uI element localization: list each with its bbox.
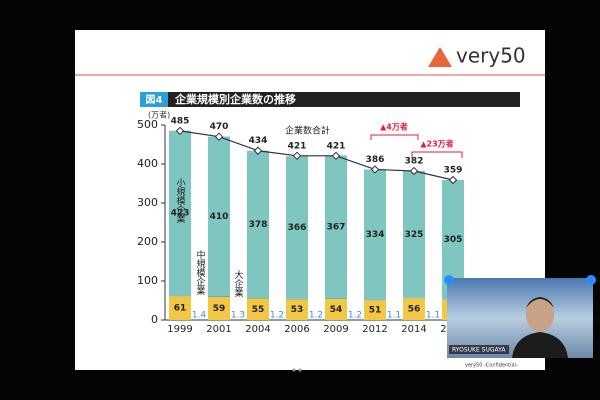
video-tile: RYOSUKE SUGAYA: [444, 275, 596, 358]
total-marker: [175, 126, 185, 136]
bar-segment: [286, 156, 308, 299]
participant-name: RYOSUKE SUGAYA: [452, 347, 506, 354]
x-tick-label: 1999: [167, 324, 192, 335]
minimize-button[interactable]: [586, 275, 596, 285]
footer: very50 -Confidential-: [465, 363, 518, 369]
bracket: [411, 151, 463, 158]
data-label: 334: [366, 230, 385, 240]
bar-segment: [247, 298, 269, 320]
pin-button[interactable]: [444, 275, 454, 285]
hair: [526, 297, 554, 308]
y-unit: (万者): [148, 111, 170, 120]
bar-segment: [403, 170, 425, 298]
face: [526, 298, 554, 332]
bar-segment: [403, 298, 425, 320]
bar-segment: [364, 300, 386, 320]
data-label: 367: [327, 222, 346, 232]
total-label: 382: [405, 157, 424, 167]
y-tick-label: 0: [151, 313, 158, 326]
data-label: 55: [252, 305, 265, 315]
total-label: 470: [210, 122, 229, 132]
data-label: 423: [171, 209, 190, 219]
total-marker: [448, 175, 458, 185]
total-label: 386: [366, 155, 385, 165]
bar-segment: [169, 295, 191, 297]
total-marker: [409, 166, 419, 176]
data-label: 1.1: [387, 311, 401, 321]
bar-segment: [442, 179, 464, 299]
bar-segment: [208, 296, 230, 320]
data-label: 53: [291, 305, 304, 315]
total-marker: [214, 132, 224, 141]
body: [512, 332, 568, 358]
plot: 0 100 200 300 400 500 1999 61 1.4 423 2001 59 1.3 410…: [137, 116, 479, 335]
data-label: 325: [405, 230, 424, 240]
total-marker: [331, 151, 341, 161]
data-label: 1.2: [309, 311, 323, 321]
page-dot[interactable]: [298, 368, 302, 372]
y-tick-label: 100: [137, 274, 158, 287]
x-tick-label: 2014: [401, 324, 426, 335]
data-label: 1.2: [270, 311, 284, 321]
series-name: 中規模企業: [195, 249, 206, 296]
logo-mark: [428, 47, 452, 67]
data-label: 366: [288, 223, 307, 233]
chart-title: 企業規模別企業数の推移: [174, 92, 296, 106]
data-label: 1.4: [192, 311, 207, 321]
y-tick-label: 400: [137, 157, 158, 170]
data-label: 51: [369, 306, 382, 316]
bar-segment: [208, 296, 230, 297]
bar-segment: [208, 136, 230, 297]
x-tick-label: 2006: [284, 324, 309, 335]
bar-segment: [169, 130, 191, 296]
data-label: 59: [213, 304, 226, 314]
bar-segment: [286, 299, 308, 320]
data-label: 410: [210, 212, 229, 222]
x-tick-label: 2009: [323, 324, 348, 335]
data-label: 61: [174, 304, 187, 314]
title-bar: [168, 92, 520, 107]
page-dot[interactable]: [292, 368, 296, 372]
bar-segment: [247, 150, 269, 299]
logo: very50: [456, 44, 526, 68]
figure-badge: [140, 92, 168, 107]
total-label: 421: [288, 141, 307, 151]
annotation: ▲23万者: [420, 139, 453, 149]
bar-segment: [364, 169, 386, 300]
y-tick-label: 300: [137, 196, 158, 209]
total-marker: [292, 151, 302, 161]
data-label: 1.3: [231, 311, 245, 321]
bar-segment: [325, 298, 347, 320]
total-label: 359: [444, 165, 463, 175]
series-name: 小規模企業: [175, 178, 186, 224]
total-label: 434: [249, 136, 268, 146]
data-label: 378: [249, 220, 268, 230]
total-label: 485: [171, 116, 190, 126]
x-tick-label: 2004: [245, 324, 270, 335]
bar-segment: [325, 155, 347, 299]
total-marker: [253, 146, 263, 155]
name-tag: [449, 345, 509, 354]
y-tick-label: 500: [137, 118, 158, 131]
y-tick-label: 200: [137, 235, 158, 248]
data-label: 305: [444, 235, 463, 245]
total-line: [179, 130, 454, 181]
x-tick-label: 2001: [206, 324, 231, 335]
annotation: ▲4万者: [380, 122, 408, 132]
total-label: 421: [327, 141, 346, 151]
data-label: 54: [330, 305, 343, 315]
bracket: [370, 134, 419, 140]
total-name: 企業数合計: [285, 125, 330, 137]
data-label: 56: [408, 305, 421, 315]
figure-label: 図4: [146, 94, 163, 106]
data-label: 1.2: [348, 311, 362, 321]
total-marker: [370, 165, 380, 174]
series-name: 大企業: [233, 269, 244, 298]
x-tick-label: 2012: [362, 324, 387, 335]
bar-segment: [169, 296, 191, 320]
data-label: 1.1: [426, 311, 440, 321]
